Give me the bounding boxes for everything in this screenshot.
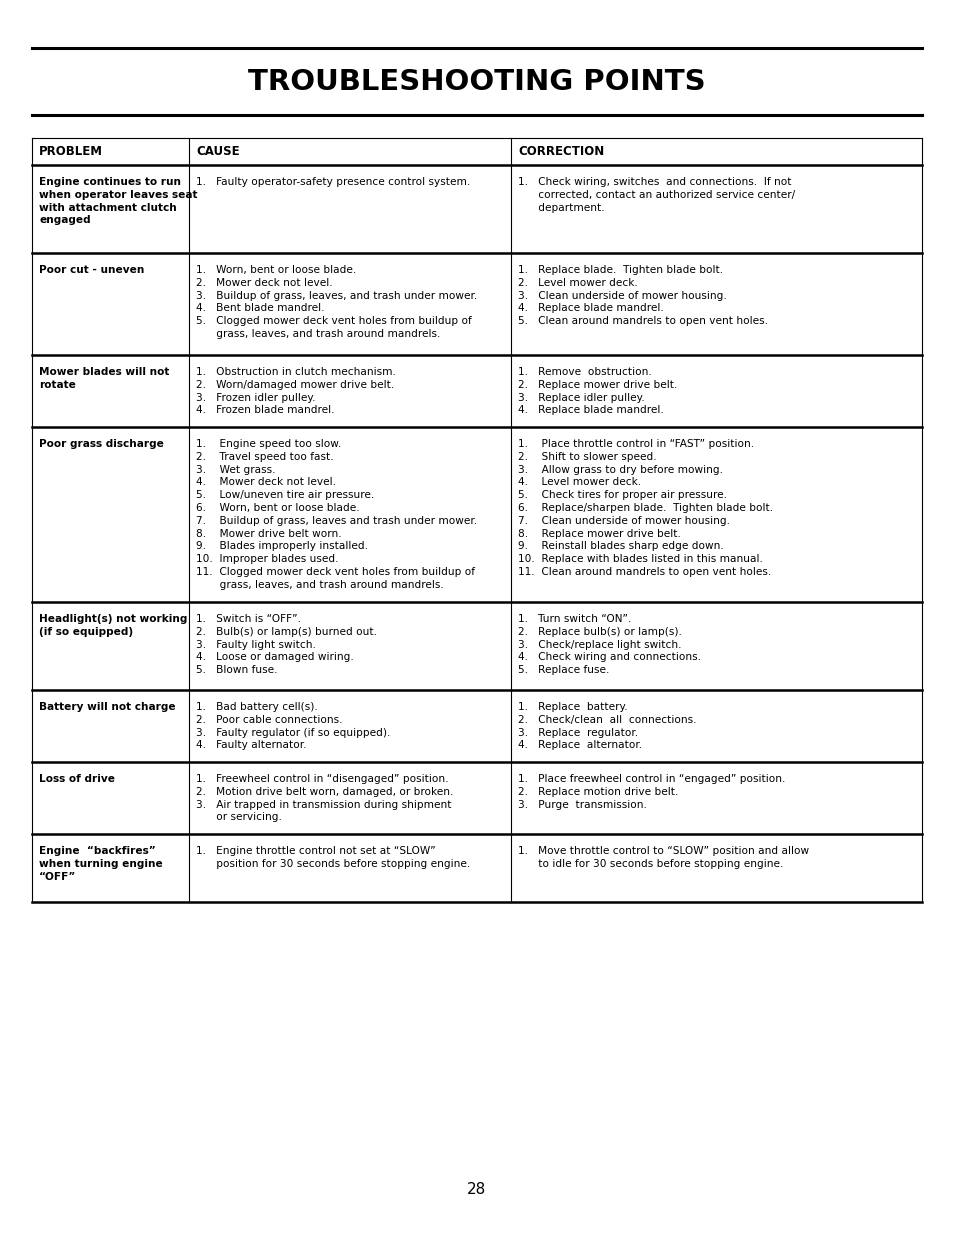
Text: 28: 28 <box>467 1182 486 1198</box>
Text: 1.   Bad battery cell(s).
2.   Poor cable connections.
3.   Faulty regulator (if: 1. Bad battery cell(s). 2. Poor cable co… <box>196 701 391 751</box>
Text: 1.    Engine speed too slow.
2.    Travel speed too fast.
3.    Wet grass.
4.   : 1. Engine speed too slow. 2. Travel spee… <box>196 438 477 590</box>
Text: Loss of drive: Loss of drive <box>39 774 115 784</box>
Text: 1.   Check wiring, switches  and connections.  If not
      corrected, contact a: 1. Check wiring, switches and connection… <box>517 177 794 212</box>
Text: 1.   Obstruction in clutch mechanism.
2.   Worn/damaged mower drive belt.
3.   F: 1. Obstruction in clutch mechanism. 2. W… <box>196 367 395 415</box>
Text: PROBLEM: PROBLEM <box>39 144 103 158</box>
Text: TROUBLESHOOTING POINTS: TROUBLESHOOTING POINTS <box>248 68 705 96</box>
Text: CORRECTION: CORRECTION <box>517 144 603 158</box>
Text: Poor cut - uneven: Poor cut - uneven <box>39 266 144 275</box>
Text: 1.   Engine throttle control not set at “SLOW”
      position for 30 seconds bef: 1. Engine throttle control not set at “S… <box>196 846 470 868</box>
Text: Poor grass discharge: Poor grass discharge <box>39 438 164 450</box>
Text: 1.   Remove  obstruction.
2.   Replace mower drive belt.
3.   Replace idler pull: 1. Remove obstruction. 2. Replace mower … <box>517 367 677 415</box>
Text: Engine  “backfires”
when turning engine
“OFF”: Engine “backfires” when turning engine “… <box>39 846 163 882</box>
Text: CAUSE: CAUSE <box>196 144 240 158</box>
Text: 1.   Replace blade.  Tighten blade bolt.
2.   Level mower deck.
3.   Clean under: 1. Replace blade. Tighten blade bolt. 2.… <box>517 266 767 326</box>
Text: 1.    Place throttle control in “FAST” position.
2.    Shift to slower speed.
3.: 1. Place throttle control in “FAST” posi… <box>517 438 772 577</box>
Text: 1.   Freewheel control in “disengaged” position.
2.   Motion drive belt worn, da: 1. Freewheel control in “disengaged” pos… <box>196 774 454 823</box>
Text: 1.   Place freewheel control in “engaged” position.
2.   Replace motion drive be: 1. Place freewheel control in “engaged” … <box>517 774 784 810</box>
Text: 1.   Faulty operator-safety presence control system.: 1. Faulty operator-safety presence contr… <box>196 177 470 186</box>
Text: 1.   Replace  battery.
2.   Check/clean  all  connections.
3.   Replace  regulat: 1. Replace battery. 2. Check/clean all c… <box>517 701 696 751</box>
Text: 1.   Switch is “OFF”.
2.   Bulb(s) or lamp(s) burned out.
3.   Faulty light swit: 1. Switch is “OFF”. 2. Bulb(s) or lamp(s… <box>196 614 377 676</box>
Text: 1.   Turn switch “ON”.
2.   Replace bulb(s) or lamp(s).
3.   Check/replace light: 1. Turn switch “ON”. 2. Replace bulb(s) … <box>517 614 700 676</box>
Text: Headlight(s) not working
(if so equipped): Headlight(s) not working (if so equipped… <box>39 614 187 637</box>
Text: Mower blades will not
rotate: Mower blades will not rotate <box>39 367 170 390</box>
Text: Engine continues to run
when operator leaves seat
with attachment clutch
engaged: Engine continues to run when operator le… <box>39 177 197 226</box>
Text: 1.   Worn, bent or loose blade.
2.   Mower deck not level.
3.   Buildup of grass: 1. Worn, bent or loose blade. 2. Mower d… <box>196 266 477 338</box>
Text: Battery will not charge: Battery will not charge <box>39 701 175 713</box>
Text: 1.   Move throttle control to “SLOW” position and allow
      to idle for 30 sec: 1. Move throttle control to “SLOW” posit… <box>517 846 808 868</box>
